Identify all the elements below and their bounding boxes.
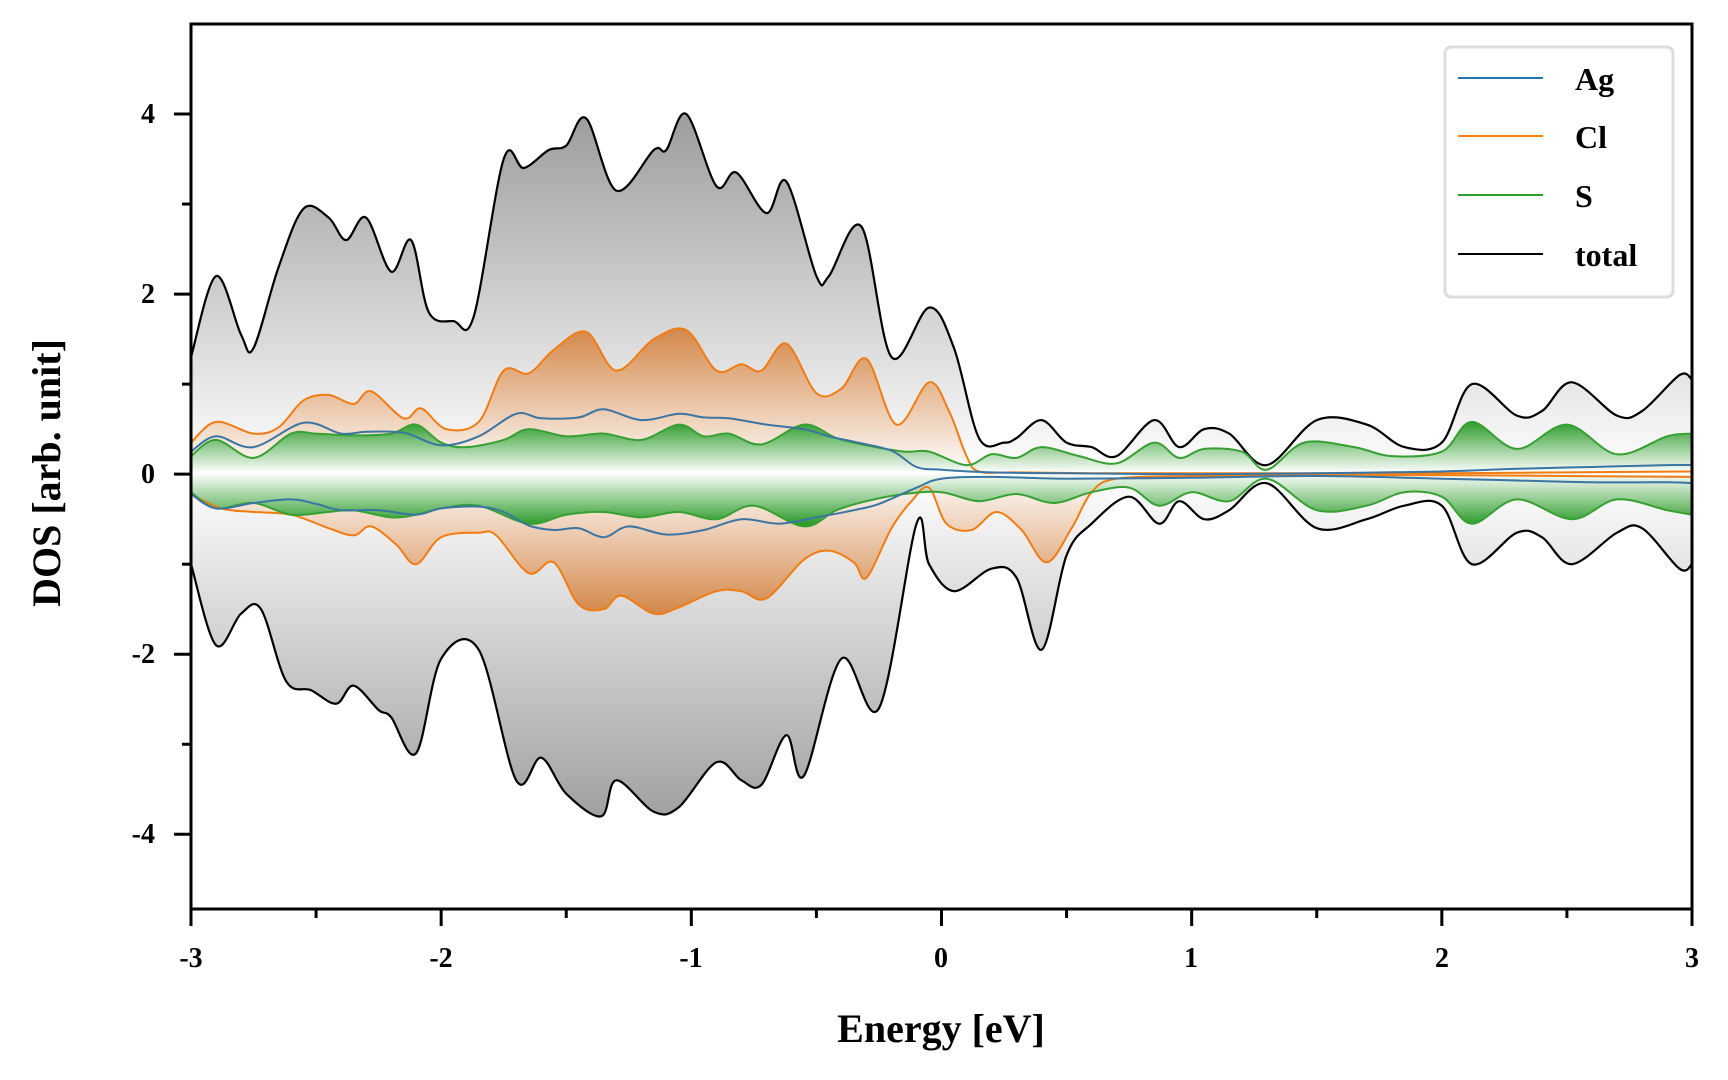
legend-label-ag: Ag [1575,61,1614,97]
y-tick-label: 0 [141,459,155,490]
legend: Ag Cl S total [1443,45,1675,299]
legend-label-s: S [1575,178,1593,214]
legend-entry-ag: Ag [1458,61,1614,97]
legend-entry-total: total [1458,237,1637,273]
x-tick-label: 2 [1435,943,1449,974]
ag-line-down [191,474,1692,539]
s-area-up [191,421,1692,475]
legend-box [1443,45,1675,299]
y-tick-label: 2 [141,279,155,310]
x-tick-label: 3 [1685,943,1699,974]
x-tick-label: -3 [179,943,202,974]
s-area-down [191,474,1692,527]
x-tick-label: -2 [429,943,452,974]
x-tick-labels: -3 -2 -1 0 1 2 3 [179,943,1699,974]
ag-line-up [191,408,1692,476]
y-tick-label: 4 [141,99,155,130]
total-line-down [191,482,1692,818]
legend-label-total: total [1575,237,1637,273]
x-axis-title: Energy [eV] [837,1006,1045,1051]
legend-label-cl: Cl [1575,119,1607,155]
total-line-up [191,112,1692,467]
legend-entry-s: S [1458,178,1593,214]
y-tick-label: -4 [132,819,155,850]
cl-line-down [191,473,1692,616]
x-tick-label: 1 [1184,943,1198,974]
y-tick-label: -2 [132,639,155,670]
plot-area [191,112,1692,818]
x-tick-label: -1 [679,943,702,974]
y-axis-title: DOS [arb. unit] [24,339,69,607]
area-fills [191,113,1692,817]
series-lines [191,112,1692,818]
plot-frame [189,22,1694,911]
x-tick-label: 0 [934,943,948,974]
s-line-up [191,420,1692,471]
legend-entry-cl: Cl [1458,119,1607,155]
y-tick-labels: -4 -2 0 2 4 [132,99,155,850]
